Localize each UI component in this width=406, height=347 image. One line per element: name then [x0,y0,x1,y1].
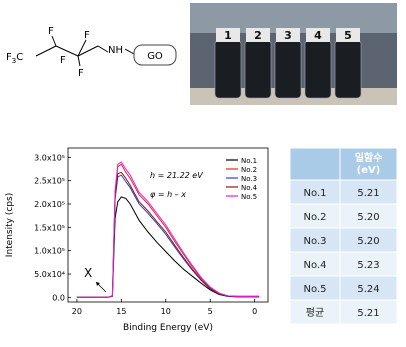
chart: 0.0 5.0x10⁴ 1.0x10⁵ 1.5x10⁵ 2.0x10⁵ 2.5x10⁵ 3.… [34,153,260,316]
table-cell [339,203,398,229]
table-cell [339,275,398,301]
table-cell [289,203,341,229]
vial [304,39,332,99]
y-tick-label: 0.0 [52,293,65,302]
vial [334,39,362,99]
legend-label: No.5 [241,193,257,201]
table-cell [289,275,341,301]
vial-label: 4 [314,29,322,42]
vials: 1 2 3 4 5 [214,28,362,99]
vial-cap [276,28,300,42]
table-cell-text: No.2 [304,212,327,223]
table-cell-text: 5.21 [357,308,379,319]
vial-cap [306,28,330,42]
legend-label: No.2 [241,166,257,174]
y-tick-label: 1.0x10⁵ [34,247,65,256]
table-cell [289,227,341,253]
vial [214,39,242,99]
table-cell [339,179,398,205]
table-cell-text: No.4 [304,260,327,271]
table-cell-text: No.3 [304,236,327,247]
table-cell [339,227,398,253]
atom-label: F [60,55,66,66]
table-cell [339,299,398,325]
table-cell-text: 5.20 [357,236,379,247]
vial [274,39,302,99]
legend-label: No.4 [241,184,258,192]
table-cell-text: 5.23 [357,260,379,271]
vial-cap [246,28,270,42]
legend-label: No.1 [241,157,257,165]
plot-frame [67,147,269,303]
table-cell-text: No.1 [304,188,327,199]
y-tick-label: 2.0x10⁵ [34,200,65,209]
atom-label: F [78,68,84,79]
go-label: GO [147,51,163,62]
y-tick-label: 2.5x10⁵ [34,177,65,186]
x-axis-label: Binding Energy (eV) [123,323,213,333]
series-line [76,196,260,298]
annotation: X [84,266,92,280]
table-cell [289,299,341,325]
table-cell-text: No.5 [304,284,327,295]
table-cell [289,179,341,205]
arrow-head [96,282,100,286]
series-line [76,161,260,298]
x-tick-label: 20 [72,307,82,316]
atom-label: NH [108,45,123,56]
x-tick-label: 0 [252,307,257,316]
annotation: φ = h – x [150,190,186,199]
table-header: 일함수 (eV) [355,151,383,176]
vial [244,39,272,99]
y-axis-label: Intensity (cps) [5,193,15,257]
structure [35,35,177,67]
x-tick-label: 5 [208,307,213,316]
table-cell-text: 5.20 [357,212,379,223]
vial-cap [336,28,360,42]
table-cell-text: 평균 [306,307,324,319]
series-line [76,163,260,298]
legend-label: No.3 [241,175,257,183]
table-header-cell [289,147,341,181]
vial-label: 1 [224,29,232,42]
annotation: h = 21.22 eV [150,171,203,180]
table-header-cell [339,147,398,181]
table: 일함수 (eV) No.1 5.21 No.2 5.20 No.3 5.20 No.4 5.23 N… [289,147,398,325]
vial-label: 3 [284,29,292,42]
y-tick-label: 3.0x10⁵ [34,153,65,162]
vial-label: 2 [254,29,262,42]
table-cell-text: 5.21 [357,188,379,199]
atom-label: F [48,26,54,37]
structure-group: F3C [6,52,23,65]
vial-cap [216,28,240,42]
x-tick-label: 10 [161,307,171,316]
atom-label: F [84,30,90,41]
y-tick-label: 5.0x10⁴ [34,270,65,279]
vial-label: 5 [344,29,352,42]
x-tick-label: 15 [116,307,126,316]
y-tick-label: 1.5x10⁵ [34,223,65,232]
table-cell-text: 5.24 [357,284,379,295]
